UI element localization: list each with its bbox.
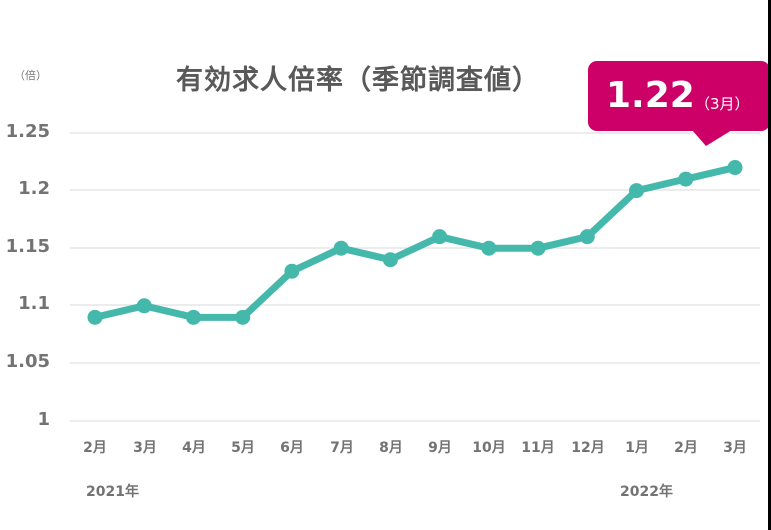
x-tick-label: 2月 — [83, 440, 107, 456]
callout-month: （3月） — [695, 95, 750, 113]
y-tick-label: 1.1 — [18, 293, 50, 314]
data-point — [727, 160, 743, 176]
year-label-2021: 2021年 — [86, 484, 139, 500]
data-series — [87, 160, 743, 325]
data-point — [382, 252, 398, 268]
year-label-2022: 2022年 — [620, 484, 673, 500]
data-point — [629, 183, 645, 199]
y-tick-label: 1.15 — [5, 236, 50, 257]
x-tick-label: 1月 — [625, 440, 649, 456]
y-axis-unit: （倍） — [14, 69, 47, 82]
data-point — [678, 171, 694, 187]
x-tick-label: 4月 — [182, 440, 206, 456]
data-point — [333, 240, 349, 256]
gridlines — [70, 132, 760, 422]
data-point — [136, 298, 152, 314]
latest-value-callout — [588, 61, 770, 131]
series-line — [94, 164, 736, 321]
x-tick-label: 7月 — [330, 440, 354, 456]
callout-value: 1.22 — [606, 75, 695, 116]
right-border — [768, 0, 771, 530]
x-tick-label: 5月 — [231, 440, 255, 456]
data-point — [235, 309, 251, 325]
x-tick-label: 9月 — [428, 440, 452, 456]
y-tick-label: 1.25 — [5, 121, 50, 142]
x-tick-label: 11月 — [521, 440, 555, 456]
x-tick-label: 10月 — [472, 440, 506, 456]
data-point — [87, 309, 103, 325]
data-point — [185, 309, 201, 325]
x-tick-label: 3月 — [723, 440, 747, 456]
x-tick-label: 3月 — [133, 440, 157, 456]
data-point — [284, 263, 300, 279]
data-point — [432, 229, 448, 245]
data-point — [579, 229, 595, 245]
y-tick-label: 1 — [37, 409, 50, 430]
y-tick-label: 1.05 — [5, 351, 50, 372]
y-tick-label: 1.2 — [18, 178, 50, 199]
x-tick-label: 12月 — [571, 440, 605, 456]
x-tick-label: 2月 — [674, 440, 698, 456]
callout-pointer — [692, 130, 732, 146]
data-point — [530, 240, 546, 256]
chart-title: 有効求人倍率（季節調査値） — [176, 65, 540, 96]
x-tick-label: 6月 — [280, 440, 304, 456]
data-point — [481, 240, 497, 256]
x-tick-label: 8月 — [379, 440, 403, 456]
